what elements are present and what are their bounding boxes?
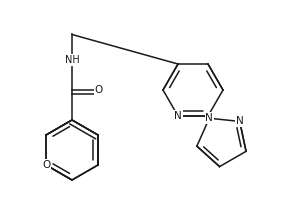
Text: O: O [42,160,50,170]
Text: N: N [236,116,244,126]
Text: O: O [95,85,103,95]
Text: N: N [174,111,182,121]
Text: N: N [206,113,213,123]
Text: NH: NH [64,55,80,65]
